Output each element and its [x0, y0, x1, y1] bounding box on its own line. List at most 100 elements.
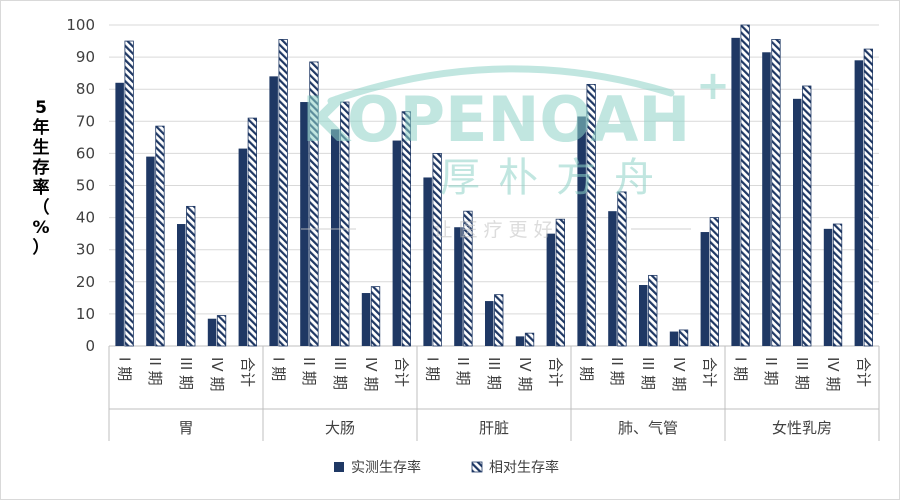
watermark-arc	[327, 65, 675, 105]
bar-measured	[546, 233, 556, 346]
category-label: III 期	[177, 357, 195, 390]
bar-measured	[177, 224, 186, 346]
grid-lines	[109, 24, 879, 347]
bar-relative	[124, 40, 134, 347]
category-label: II 期	[454, 357, 472, 386]
bar-measured	[515, 336, 525, 346]
category-label: 合计	[393, 357, 411, 387]
category-label: IV 期	[824, 357, 842, 391]
bar-relative	[586, 83, 596, 347]
bar-measured	[331, 129, 340, 346]
bar-relative	[186, 205, 196, 347]
y-axis-label: 5 年生存率（%）	[32, 98, 49, 258]
category-label: III 期	[793, 357, 811, 390]
bar-measured	[608, 211, 617, 346]
y-tick-label: 60	[76, 144, 95, 162]
group-label: 女性乳房	[772, 419, 832, 437]
category-label: 合计	[239, 357, 257, 387]
bar-measured	[854, 60, 864, 347]
category-label: II 期	[608, 357, 626, 386]
bar-measured	[207, 318, 217, 346]
legend-label-relative: 相对生存率	[489, 459, 559, 476]
bar-measured	[300, 102, 309, 346]
bar-measured	[269, 76, 278, 347]
legend-label-measured: 实测生存率	[351, 459, 421, 476]
bar-relative	[709, 217, 719, 347]
category-label: I 期	[423, 357, 441, 381]
bar-measured	[669, 331, 679, 346]
category-label: 合计	[701, 357, 719, 387]
category-label: II 期	[300, 357, 318, 386]
bar-measured	[823, 228, 833, 346]
y-tick-label: 30	[76, 241, 95, 259]
category-label: I 期	[269, 357, 287, 381]
category-label: IV 期	[670, 357, 688, 391]
y-axis-ticks: 0 10 20 30 40 50 60 70 80 90 100	[66, 16, 95, 355]
bar-measured	[361, 293, 371, 346]
category-label: IV 期	[208, 357, 226, 391]
category-label: III 期	[485, 357, 503, 390]
category-label: 合计	[547, 357, 565, 387]
bar-relative	[309, 61, 319, 347]
y-tick-label: 80	[76, 80, 95, 98]
legend-swatch-measured	[334, 462, 344, 472]
bar-measured	[392, 140, 402, 346]
bar-measured	[485, 301, 494, 346]
category-label: II 期	[146, 357, 164, 386]
category-label: I 期	[115, 357, 133, 381]
category-label: IV 期	[516, 357, 534, 391]
bar-relative	[648, 274, 658, 347]
category-label: II 期	[762, 357, 780, 386]
bar-relative	[155, 125, 165, 347]
y-tick-label: 10	[76, 305, 95, 323]
bar-relative	[370, 286, 381, 347]
bar-relative	[340, 101, 350, 347]
bar-measured	[423, 177, 432, 346]
category-label: III 期	[331, 357, 349, 390]
y-tick-label: 0	[85, 337, 95, 355]
bar-relative	[524, 332, 535, 347]
bar-measured	[793, 98, 802, 346]
bar-relative	[555, 218, 565, 347]
group-label: 肝脏	[479, 419, 509, 437]
category-label: I 期	[577, 357, 595, 381]
y-tick-label: 100	[66, 16, 95, 34]
bars	[115, 24, 873, 347]
bar-relative	[678, 329, 689, 347]
bar-measured	[639, 285, 648, 346]
bar-measured	[731, 37, 740, 347]
legend-swatch-relative	[471, 461, 483, 473]
bar-relative	[463, 210, 473, 347]
category-label: I 期	[731, 357, 749, 381]
bar-relative	[832, 223, 843, 347]
group-label: 大肠	[325, 419, 355, 437]
bar-relative	[863, 48, 873, 347]
y-tick-label: 70	[76, 112, 95, 130]
bar-measured	[762, 52, 771, 346]
watermark-brand: KOPENOAH	[302, 83, 691, 156]
y-tick-label: 40	[76, 209, 95, 227]
bar-measured	[115, 82, 124, 346]
bar-relative	[617, 191, 627, 347]
category-label: III 期	[639, 357, 657, 390]
bar-relative	[401, 111, 412, 347]
bar-measured	[454, 227, 463, 346]
group-label: 胃	[178, 419, 193, 437]
legend: 实测生存率 相对生存率	[334, 459, 559, 476]
bar-relative	[216, 315, 227, 347]
category-label: IV 期	[362, 357, 380, 391]
y-tick-label: 50	[76, 177, 95, 195]
bar-relative	[494, 294, 504, 347]
bar-relative	[278, 39, 288, 347]
bar-measured	[238, 148, 248, 346]
bar-measured	[577, 116, 586, 346]
y-axis-title: 5 年生存率（%）	[32, 98, 49, 258]
bar-relative	[432, 152, 442, 347]
bar-relative	[740, 24, 750, 347]
bar-measured	[146, 156, 155, 346]
bar-relative	[247, 117, 258, 347]
